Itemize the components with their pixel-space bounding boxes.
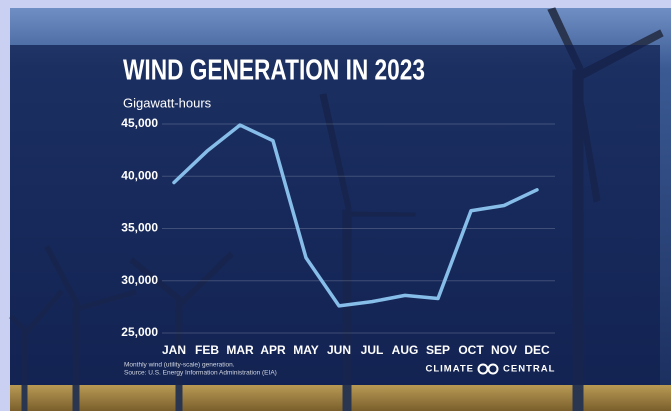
x-tick-label: FEB — [195, 343, 219, 357]
x-tick-label: AUG — [392, 343, 419, 357]
x-tick-label: APR — [260, 343, 286, 357]
x-tick-label: MAR — [226, 343, 254, 357]
y-tick-label: 25,000 — [121, 325, 158, 339]
footnote: Monthly wind (utility-scale) generation. — [124, 362, 235, 369]
ground — [10, 385, 671, 411]
y-tick-label: 30,000 — [121, 273, 158, 287]
brand-logo — [477, 363, 499, 375]
x-tick-label: JAN — [162, 343, 186, 357]
x-tick-label: SEP — [426, 343, 450, 357]
x-tick-label: MAY — [293, 343, 319, 357]
x-tick-label: JUL — [361, 343, 384, 357]
brand-name: CENTRAL — [503, 364, 555, 375]
y-axis-label: Gigawatt-hours — [123, 95, 212, 110]
y-tick-label: 45,000 — [121, 116, 158, 130]
x-tick-label: JUN — [327, 343, 351, 357]
x-tick-label: DEC — [524, 343, 550, 357]
data-line — [172, 123, 539, 308]
brand-name: CLIMATE — [425, 364, 474, 375]
y-tick-label: 40,000 — [121, 168, 158, 182]
overlay-panel — [10, 45, 660, 385]
x-tick-label: OCT — [458, 343, 484, 357]
y-tick-label: 35,000 — [121, 221, 158, 235]
x-tick-label: NOV — [491, 343, 517, 357]
chart-title: WIND GENERATION IN 2023 — [123, 55, 425, 87]
footnote: Source: U.S. Energy Information Administ… — [124, 370, 277, 377]
